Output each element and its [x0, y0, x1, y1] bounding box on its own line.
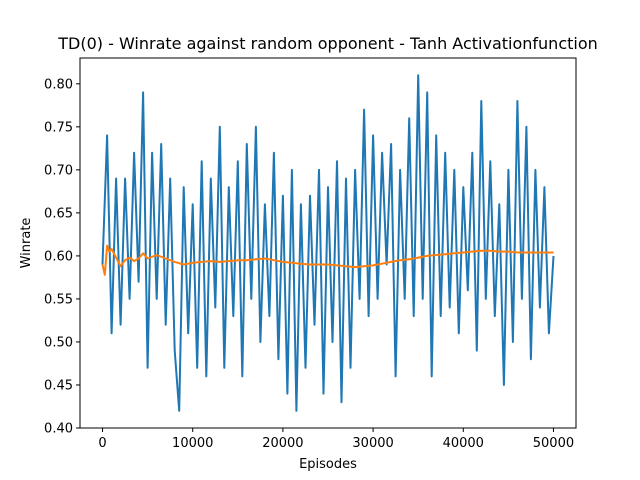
y-tick-label: 0.70 [44, 163, 73, 178]
y-tick-label: 0.60 [44, 249, 73, 264]
y-tick-label: 0.50 [44, 335, 73, 350]
y-tick-label: 0.80 [44, 77, 73, 92]
y-tick-label: 0.40 [44, 422, 73, 437]
y-tick-label: 0.45 [44, 378, 73, 393]
y-tick-label: 0.65 [44, 206, 73, 221]
x-tick-label: 30000 [352, 436, 393, 451]
x-axis-label: Episodes [299, 457, 357, 472]
y-tick-label: 0.75 [44, 120, 73, 135]
y-axis-label: Winrate [19, 218, 34, 269]
y-axis: 0.40 0.45 0.50 0.55 0.60 0.65 0.70 0.75 0.80 [44, 77, 80, 437]
chart-title: TD(0) - Winrate against random opponent … [57, 34, 598, 53]
x-axis: 0 10000 20000 30000 40000 50000 [98, 428, 574, 451]
series-line-2 [101, 244, 554, 276]
x-tick-label: 0 [98, 436, 106, 451]
y-tick-label: 0.55 [44, 292, 73, 307]
x-tick-label: 10000 [172, 436, 213, 451]
x-tick-label: 40000 [443, 436, 484, 451]
x-tick-label: 50000 [533, 436, 574, 451]
x-tick-label: 20000 [262, 436, 303, 451]
series-line-1 [101, 74, 555, 412]
axes-frame [79, 57, 577, 429]
series-layer [101, 74, 555, 412]
